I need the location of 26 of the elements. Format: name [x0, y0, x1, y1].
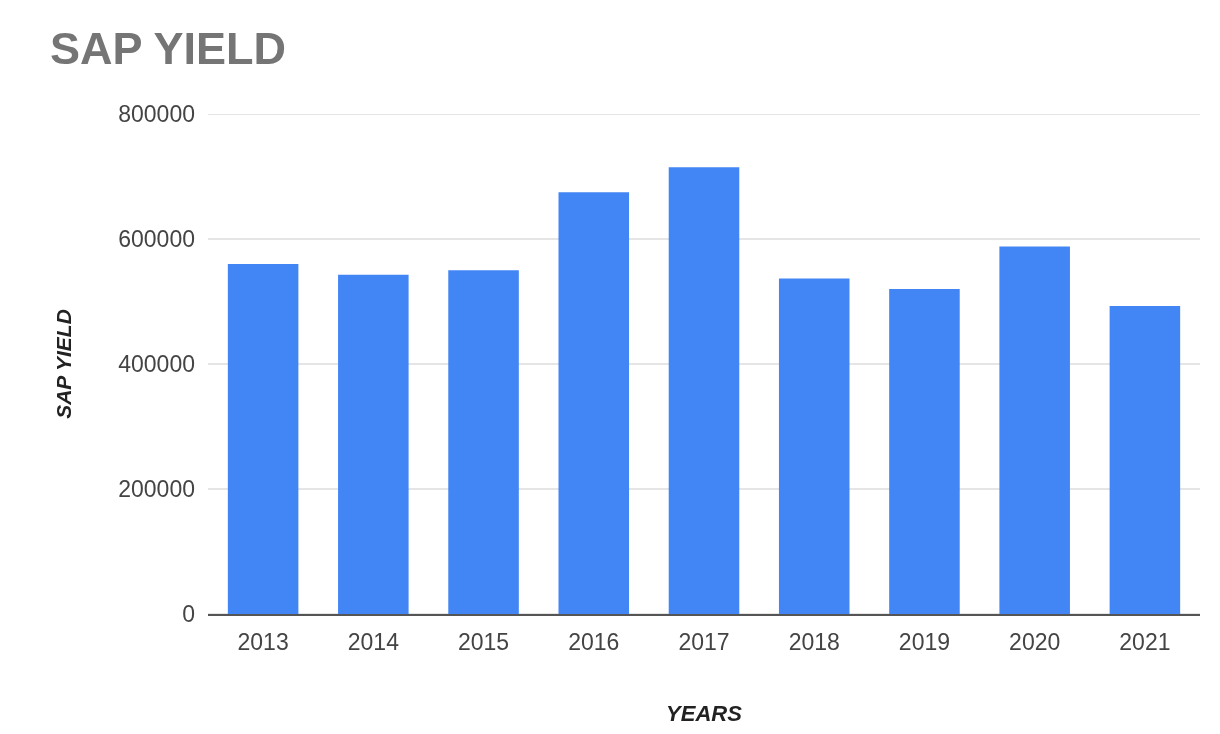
x-tick-label: 2016	[568, 628, 620, 655]
y-tick-label: 800000	[118, 101, 195, 128]
x-tick-label: 2013	[237, 628, 289, 655]
y-axis-title: SAP YIELD	[52, 309, 76, 419]
x-tick-label: 2014	[347, 628, 400, 655]
bar	[999, 246, 1070, 614]
bar	[1109, 305, 1181, 614]
chart-title: SAP YIELD	[50, 22, 286, 74]
bar	[558, 192, 630, 614]
bar	[889, 289, 960, 614]
x-tick-label: 2015	[457, 628, 510, 655]
bar	[778, 278, 850, 614]
x-tick-label: 2020	[1009, 628, 1061, 655]
x-tick-label: 2017	[678, 628, 730, 655]
bar	[448, 270, 519, 614]
y-tick-label: 200000	[118, 476, 195, 503]
y-tick-label: 600000	[118, 226, 195, 253]
bar	[668, 167, 740, 614]
bar	[338, 274, 409, 614]
bar	[227, 264, 299, 614]
x-tick-label: 2021	[1119, 628, 1171, 655]
y-tick-label: 0	[182, 601, 195, 628]
x-tick-label: 2018	[788, 628, 840, 655]
y-tick-label: 400000	[118, 351, 195, 378]
x-tick-label: 2019	[898, 628, 951, 655]
x-axis-title: YEARS	[666, 701, 743, 726]
